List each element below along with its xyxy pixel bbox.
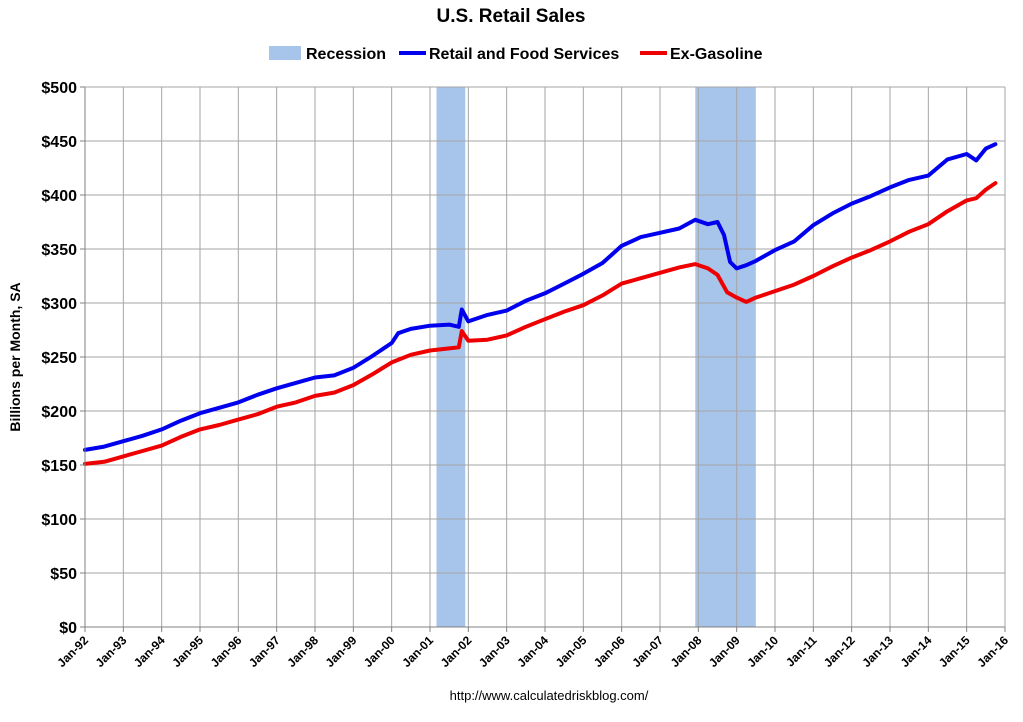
x-tick-label: Jan-97 (246, 633, 283, 670)
x-tick-label: Jan-02 (438, 633, 475, 670)
y-tick-label: $250 (41, 350, 77, 367)
x-tick-label: Jan-15 (936, 633, 973, 670)
y-tick-label: $500 (41, 80, 77, 97)
y-tick-label: $100 (41, 512, 77, 529)
x-tick-label: Jan-00 (361, 633, 398, 670)
x-tick-label: Jan-99 (323, 633, 360, 670)
x-tick-label: Jan-16 (974, 633, 1011, 670)
series-line-retail-and-food-services (83, 142, 998, 452)
legend: Recession Retail and Food Services Ex-Gaso… (269, 46, 763, 63)
x-tick-label: Jan-13 (859, 633, 896, 670)
y-tick-label: $450 (41, 134, 77, 151)
legend-label-ex-gasoline: Ex-Gasoline (670, 46, 763, 63)
x-tick-label: Jan-98 (284, 633, 321, 670)
x-tick-label: Jan-09 (706, 633, 743, 670)
series-lines (83, 142, 998, 466)
y-axis-ticks: $0 $50 $100 $150 $200 $250 $300 $350 $400 $450 $50… (41, 80, 85, 637)
legend-label-recession: Recession (306, 46, 386, 63)
x-tick-label: Jan-12 (821, 633, 858, 670)
y-tick-label: $50 (50, 566, 77, 583)
x-tick-label: Jan-06 (591, 633, 628, 670)
series-line-ex-gasoline (83, 181, 998, 466)
x-tick-label: Jan-03 (476, 633, 513, 670)
x-tick-label: Jan-92 (54, 633, 91, 670)
legend-label-retail-and-food-services: Retail and Food Services (429, 46, 619, 63)
x-tick-label: Jan-05 (553, 633, 590, 670)
source-url: http://www.calculatedriskblog.com/ (450, 688, 649, 703)
y-tick-label: $300 (41, 296, 77, 313)
x-tick-label: Jan-08 (668, 633, 705, 670)
y-tick-label: $350 (41, 242, 77, 259)
y-tick-label: $150 (41, 458, 77, 475)
x-tick-label: Jan-14 (898, 633, 935, 670)
y-tick-label: $0 (59, 620, 77, 637)
y-tick-label: $400 (41, 188, 77, 205)
x-tick-label: Jan-95 (169, 633, 206, 670)
gridlines (85, 86, 1006, 627)
x-axis-ticks: Jan-92 Jan-93 Jan-94 Jan-95 Jan-96 Jan-97 Jan-… (54, 627, 1011, 670)
x-tick-label: Jan-07 (629, 633, 666, 670)
x-tick-label: Jan-01 (399, 633, 436, 670)
x-tick-label: Jan-93 (93, 633, 130, 670)
x-tick-label: Jan-10 (744, 633, 781, 670)
x-tick-label: Jan-94 (131, 633, 168, 670)
x-tick-label: Jan-11 (783, 633, 820, 670)
x-tick-label: Jan-96 (208, 633, 245, 670)
x-tick-label: Jan-04 (514, 633, 551, 670)
chart-title: U.S. Retail Sales (437, 6, 586, 27)
y-tick-label: $200 (41, 404, 77, 421)
legend-swatch-recession (269, 46, 301, 60)
y-axis-label: Billions per Month, SA (7, 282, 23, 431)
